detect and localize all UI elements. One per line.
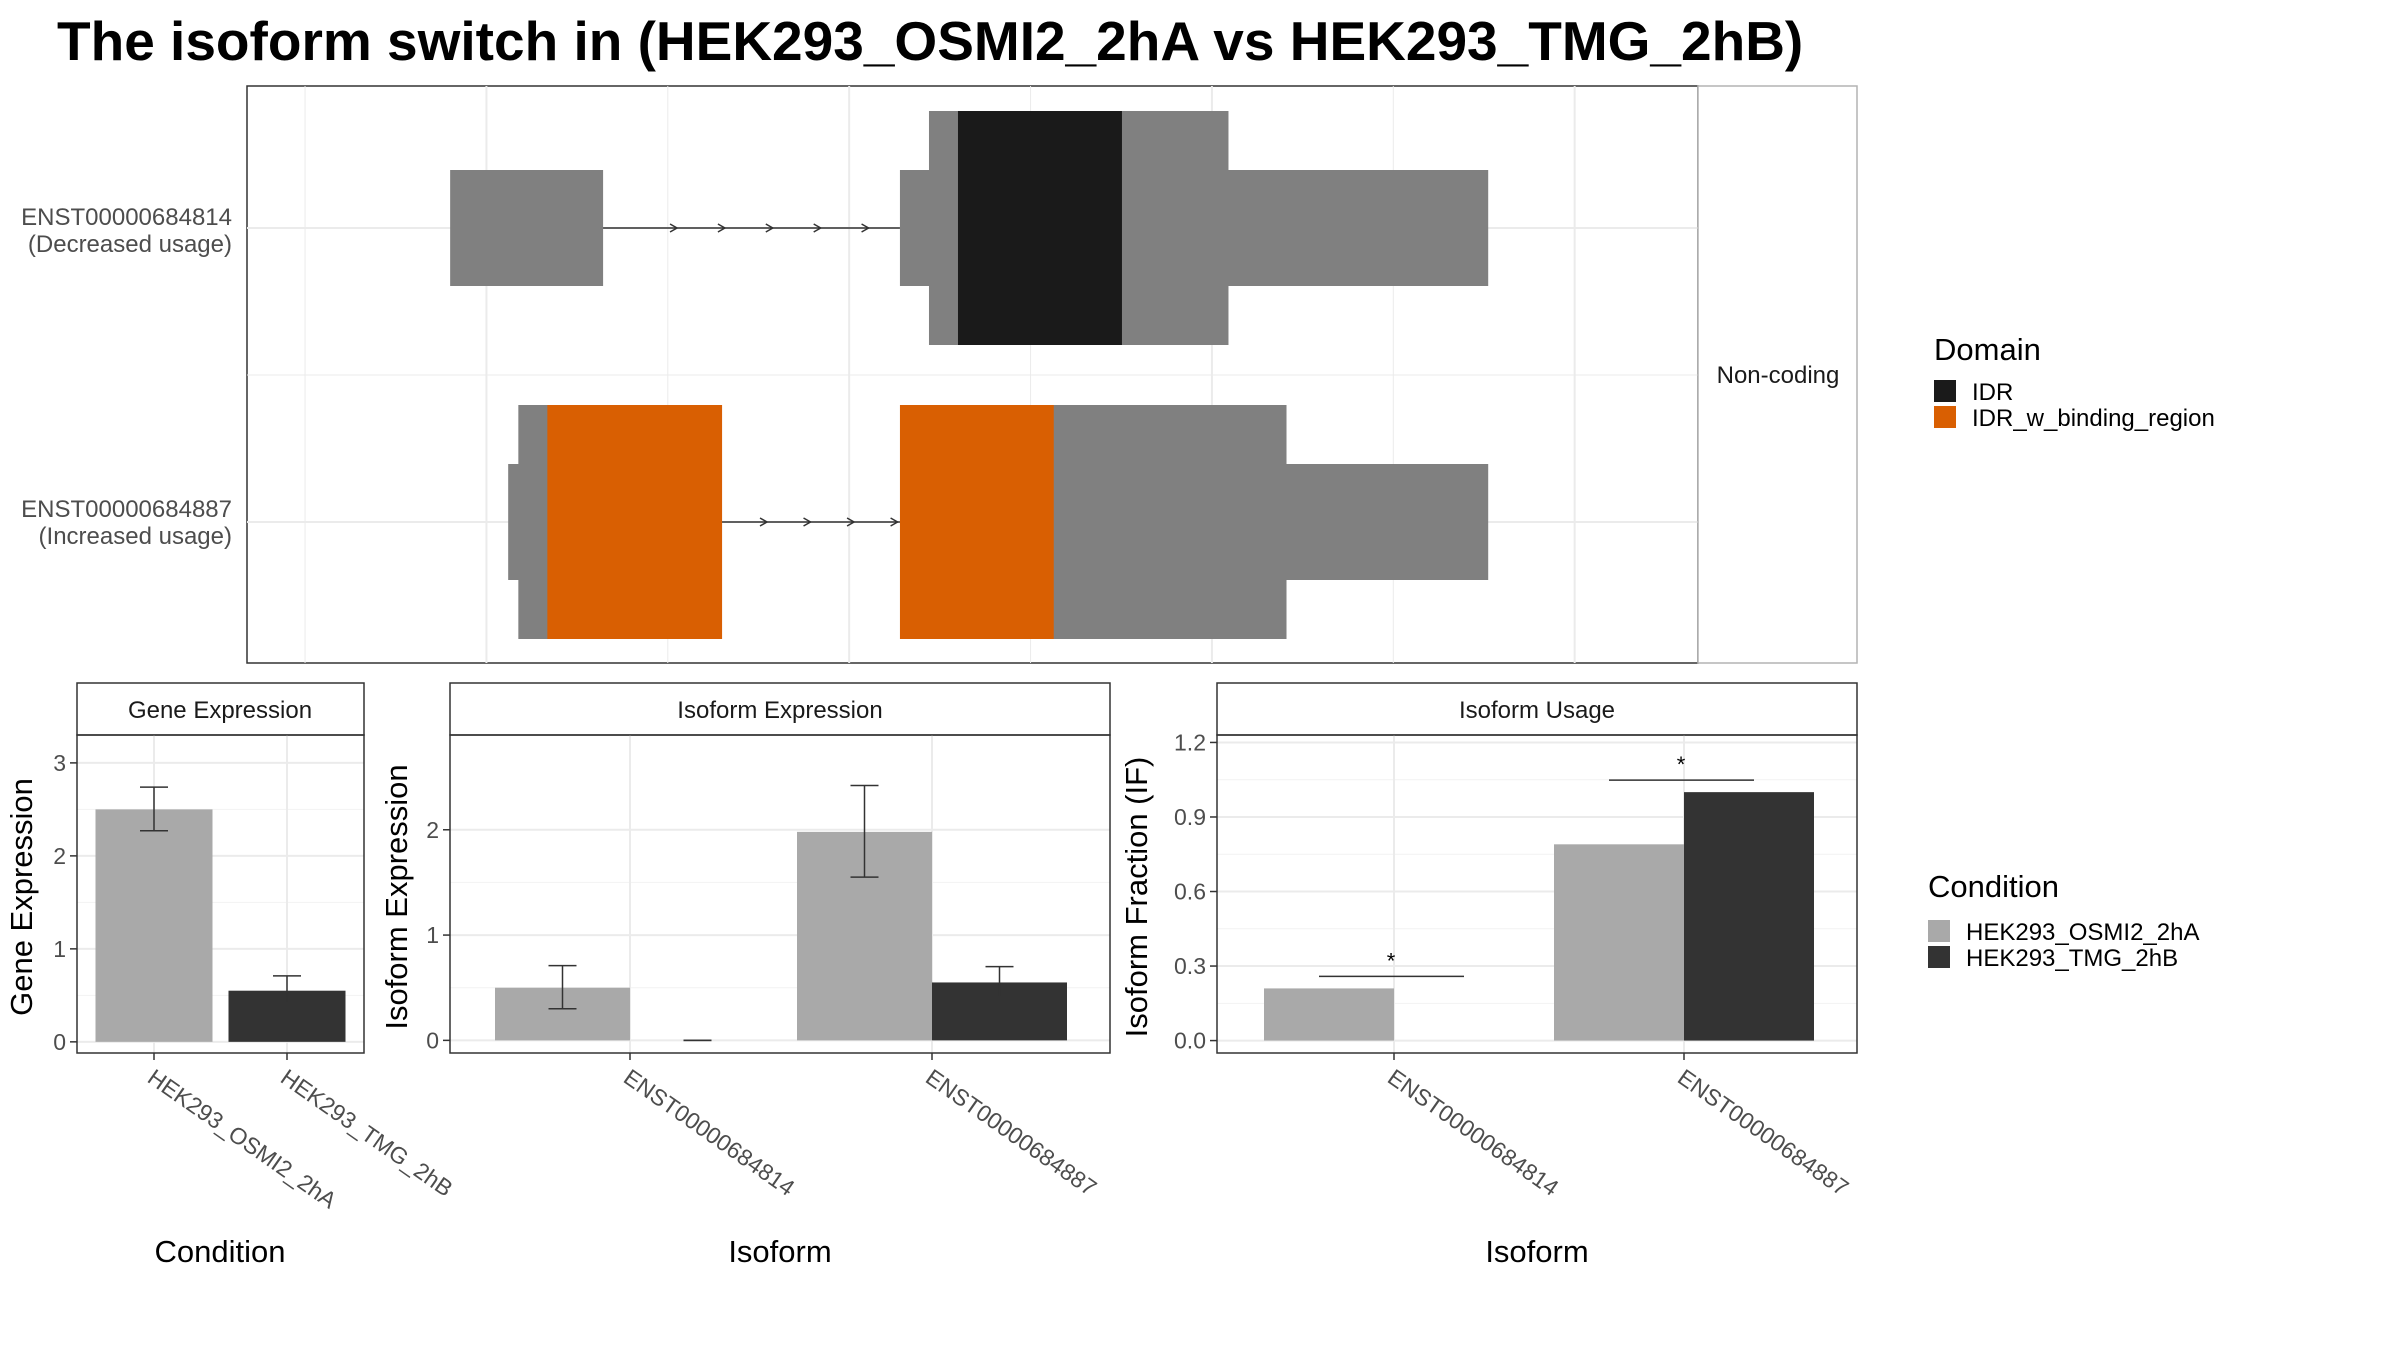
gene-expression-y-tick-label: 2 xyxy=(53,843,66,869)
gene-expression-y-tick-label: 1 xyxy=(53,936,66,962)
isoform-usage-y-tick-label: 0.3 xyxy=(1174,953,1206,979)
transcript-2-usage: (Increased usage) xyxy=(39,523,232,550)
intron-arrow xyxy=(846,517,856,527)
isoform-expression-x-tick-label: ENST00000684887 xyxy=(921,1064,1101,1201)
isoform-usage-frame xyxy=(1216,734,1858,1054)
legend-swatch-idr-binding xyxy=(1934,406,1956,428)
isoform-expression-frame xyxy=(449,734,1111,1054)
isoform-usage-bar xyxy=(1554,844,1684,1041)
intron-arrow xyxy=(861,223,871,233)
legend-swatch-idr xyxy=(1934,380,1956,402)
legend-label-idr: IDR xyxy=(1972,379,2013,406)
isoform-usage-x-tick-label: ENST00000684887 xyxy=(1673,1064,1853,1201)
isoform-expression-x-title: Isoform xyxy=(728,1234,831,1269)
utr-exon xyxy=(899,170,930,286)
transcript-1-id: ENST00000684814 xyxy=(21,204,232,231)
isoform-usage-x-tick-label: ENST00000684814 xyxy=(1383,1064,1564,1201)
condition-legend: Condition HEK293_OSMI2_2hA HEK293_TMG_2h… xyxy=(1928,869,2199,972)
legend-swatch-condition-a xyxy=(1928,920,1950,942)
idr-binding-domain xyxy=(547,405,723,639)
isoform-usage-y-tick-label: 1.2 xyxy=(1174,729,1206,755)
condition-legend-title: Condition xyxy=(1928,869,2059,904)
coding-exon xyxy=(928,111,959,345)
gene-expression-frame xyxy=(76,734,365,1054)
isoform-usage-y-tick-label: 0.6 xyxy=(1174,879,1206,905)
isoform-expression-y-tick-label: 2 xyxy=(426,817,439,843)
coding-exon xyxy=(1053,405,1287,639)
utr-exon xyxy=(450,170,604,286)
isoform-expression-strip-label: Isoform Expression xyxy=(677,697,882,724)
structure-strip-label: Non-coding xyxy=(1717,362,1840,389)
isoform-expression-strip xyxy=(449,682,1111,736)
intron-arrow xyxy=(759,517,769,527)
legend-swatch-condition-b xyxy=(1928,946,1950,968)
gene-expression-y-tick-label: 0 xyxy=(53,1029,66,1055)
intron-arrow xyxy=(765,223,775,233)
isoform-structure-panel: Non-coding ENST00000684814 (Decreased us… xyxy=(21,85,1858,664)
structure-strip xyxy=(1697,85,1858,664)
isoform-usage-y-tick-label: 0.0 xyxy=(1174,1028,1206,1054)
isoform-usage-panel: Isoform Isoform Fraction (IF) Isoform Us… xyxy=(1119,682,1858,1269)
isoform-usage-strip xyxy=(1216,682,1858,736)
gene-expression-y-title: Gene Expression xyxy=(4,778,39,1016)
isoform-usage-significance-star: * xyxy=(1387,948,1396,973)
intron-arrow xyxy=(717,223,727,233)
intron-arrow xyxy=(890,517,900,527)
isoform-expression-x-tick-label: ENST00000684814 xyxy=(619,1064,800,1201)
domain-legend: Domain IDR IDR_w_binding_region xyxy=(1934,332,2215,432)
isoform-usage-y-tick-label: 0.9 xyxy=(1174,804,1206,830)
transcript-1-usage: (Decreased usage) xyxy=(28,231,232,258)
idr-domain xyxy=(957,111,1123,345)
utr-exon xyxy=(1285,464,1489,580)
gene-expression-bar xyxy=(95,809,213,1042)
gene-expression-strip-label: Gene Expression xyxy=(128,697,312,724)
legend-label-condition-a: HEK293_OSMI2_2hA xyxy=(1966,919,2199,946)
gene-expression-y-tick-label: 3 xyxy=(53,750,66,776)
isoform-expression-y-title: Isoform Expression xyxy=(379,764,414,1029)
isoform-usage-bar xyxy=(1264,988,1394,1041)
gene-expression-x-title: Condition xyxy=(155,1234,286,1269)
isoform-usage-strip-label: Isoform Usage xyxy=(1459,697,1615,724)
idr-binding-domain xyxy=(899,405,1055,639)
figure-title: The isoform switch in (HEK293_OSMI2_2hA … xyxy=(57,10,1803,72)
intron-arrow xyxy=(669,223,679,233)
coding-exon xyxy=(1121,111,1229,345)
utr-exon xyxy=(1227,170,1489,286)
isoform-usage-bar xyxy=(1684,792,1814,1041)
isoform-expression-y-tick-label: 1 xyxy=(426,922,439,948)
intron-arrow xyxy=(813,223,823,233)
isoform-usage-significance-star: * xyxy=(1677,752,1686,777)
isoform-expression-y-tick-label: 0 xyxy=(426,1027,439,1053)
utr-exon xyxy=(508,464,519,580)
isoform-expression-panel: Isoform Isoform Expression Isoform Expre… xyxy=(379,682,1111,1269)
legend-label-condition-b: HEK293_TMG_2hB xyxy=(1966,945,2178,972)
isoform-usage-y-title: Isoform Fraction (IF) xyxy=(1119,757,1154,1038)
domain-legend-title: Domain xyxy=(1934,332,2041,367)
coding-exon xyxy=(518,405,548,639)
legend-label-idr-binding: IDR_w_binding_region xyxy=(1972,405,2215,432)
intron-arrow xyxy=(803,517,813,527)
isoform-usage-x-title: Isoform xyxy=(1485,1234,1588,1269)
transcript-2-id: ENST00000684887 xyxy=(21,496,232,523)
